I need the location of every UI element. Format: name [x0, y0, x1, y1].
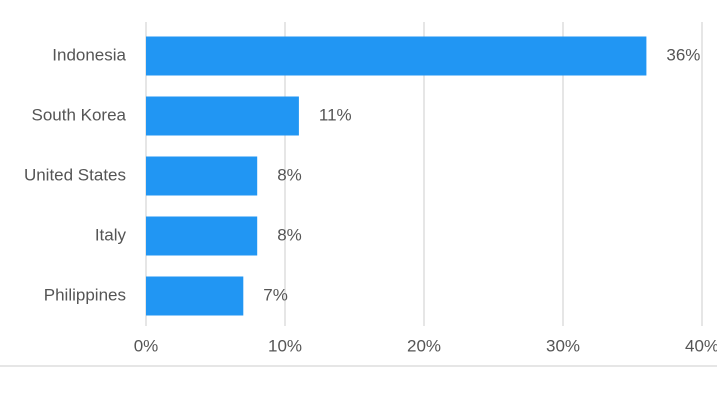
- value-label: 8%: [277, 225, 302, 244]
- y-tick-label: South Korea: [31, 105, 126, 124]
- x-tick-label: 10%: [268, 336, 302, 355]
- bar: [146, 156, 258, 196]
- x-tick-label: 0%: [134, 336, 159, 355]
- x-tick-label: 20%: [407, 336, 441, 355]
- y-tick-label: Philippines: [44, 285, 126, 304]
- bar: [146, 276, 244, 316]
- x-tick-label: 30%: [546, 336, 580, 355]
- value-label: 7%: [263, 285, 288, 304]
- bar: [146, 36, 647, 76]
- value-label: 8%: [277, 165, 302, 184]
- value-label: 11%: [319, 105, 352, 124]
- y-tick-label: Italy: [95, 225, 127, 244]
- bar: [146, 216, 258, 256]
- y-tick-label: United States: [24, 165, 126, 184]
- x-tick-label: 40%: [685, 336, 717, 355]
- bar: [146, 96, 299, 136]
- value-label: 36%: [666, 45, 700, 64]
- y-tick-label: Indonesia: [52, 45, 126, 64]
